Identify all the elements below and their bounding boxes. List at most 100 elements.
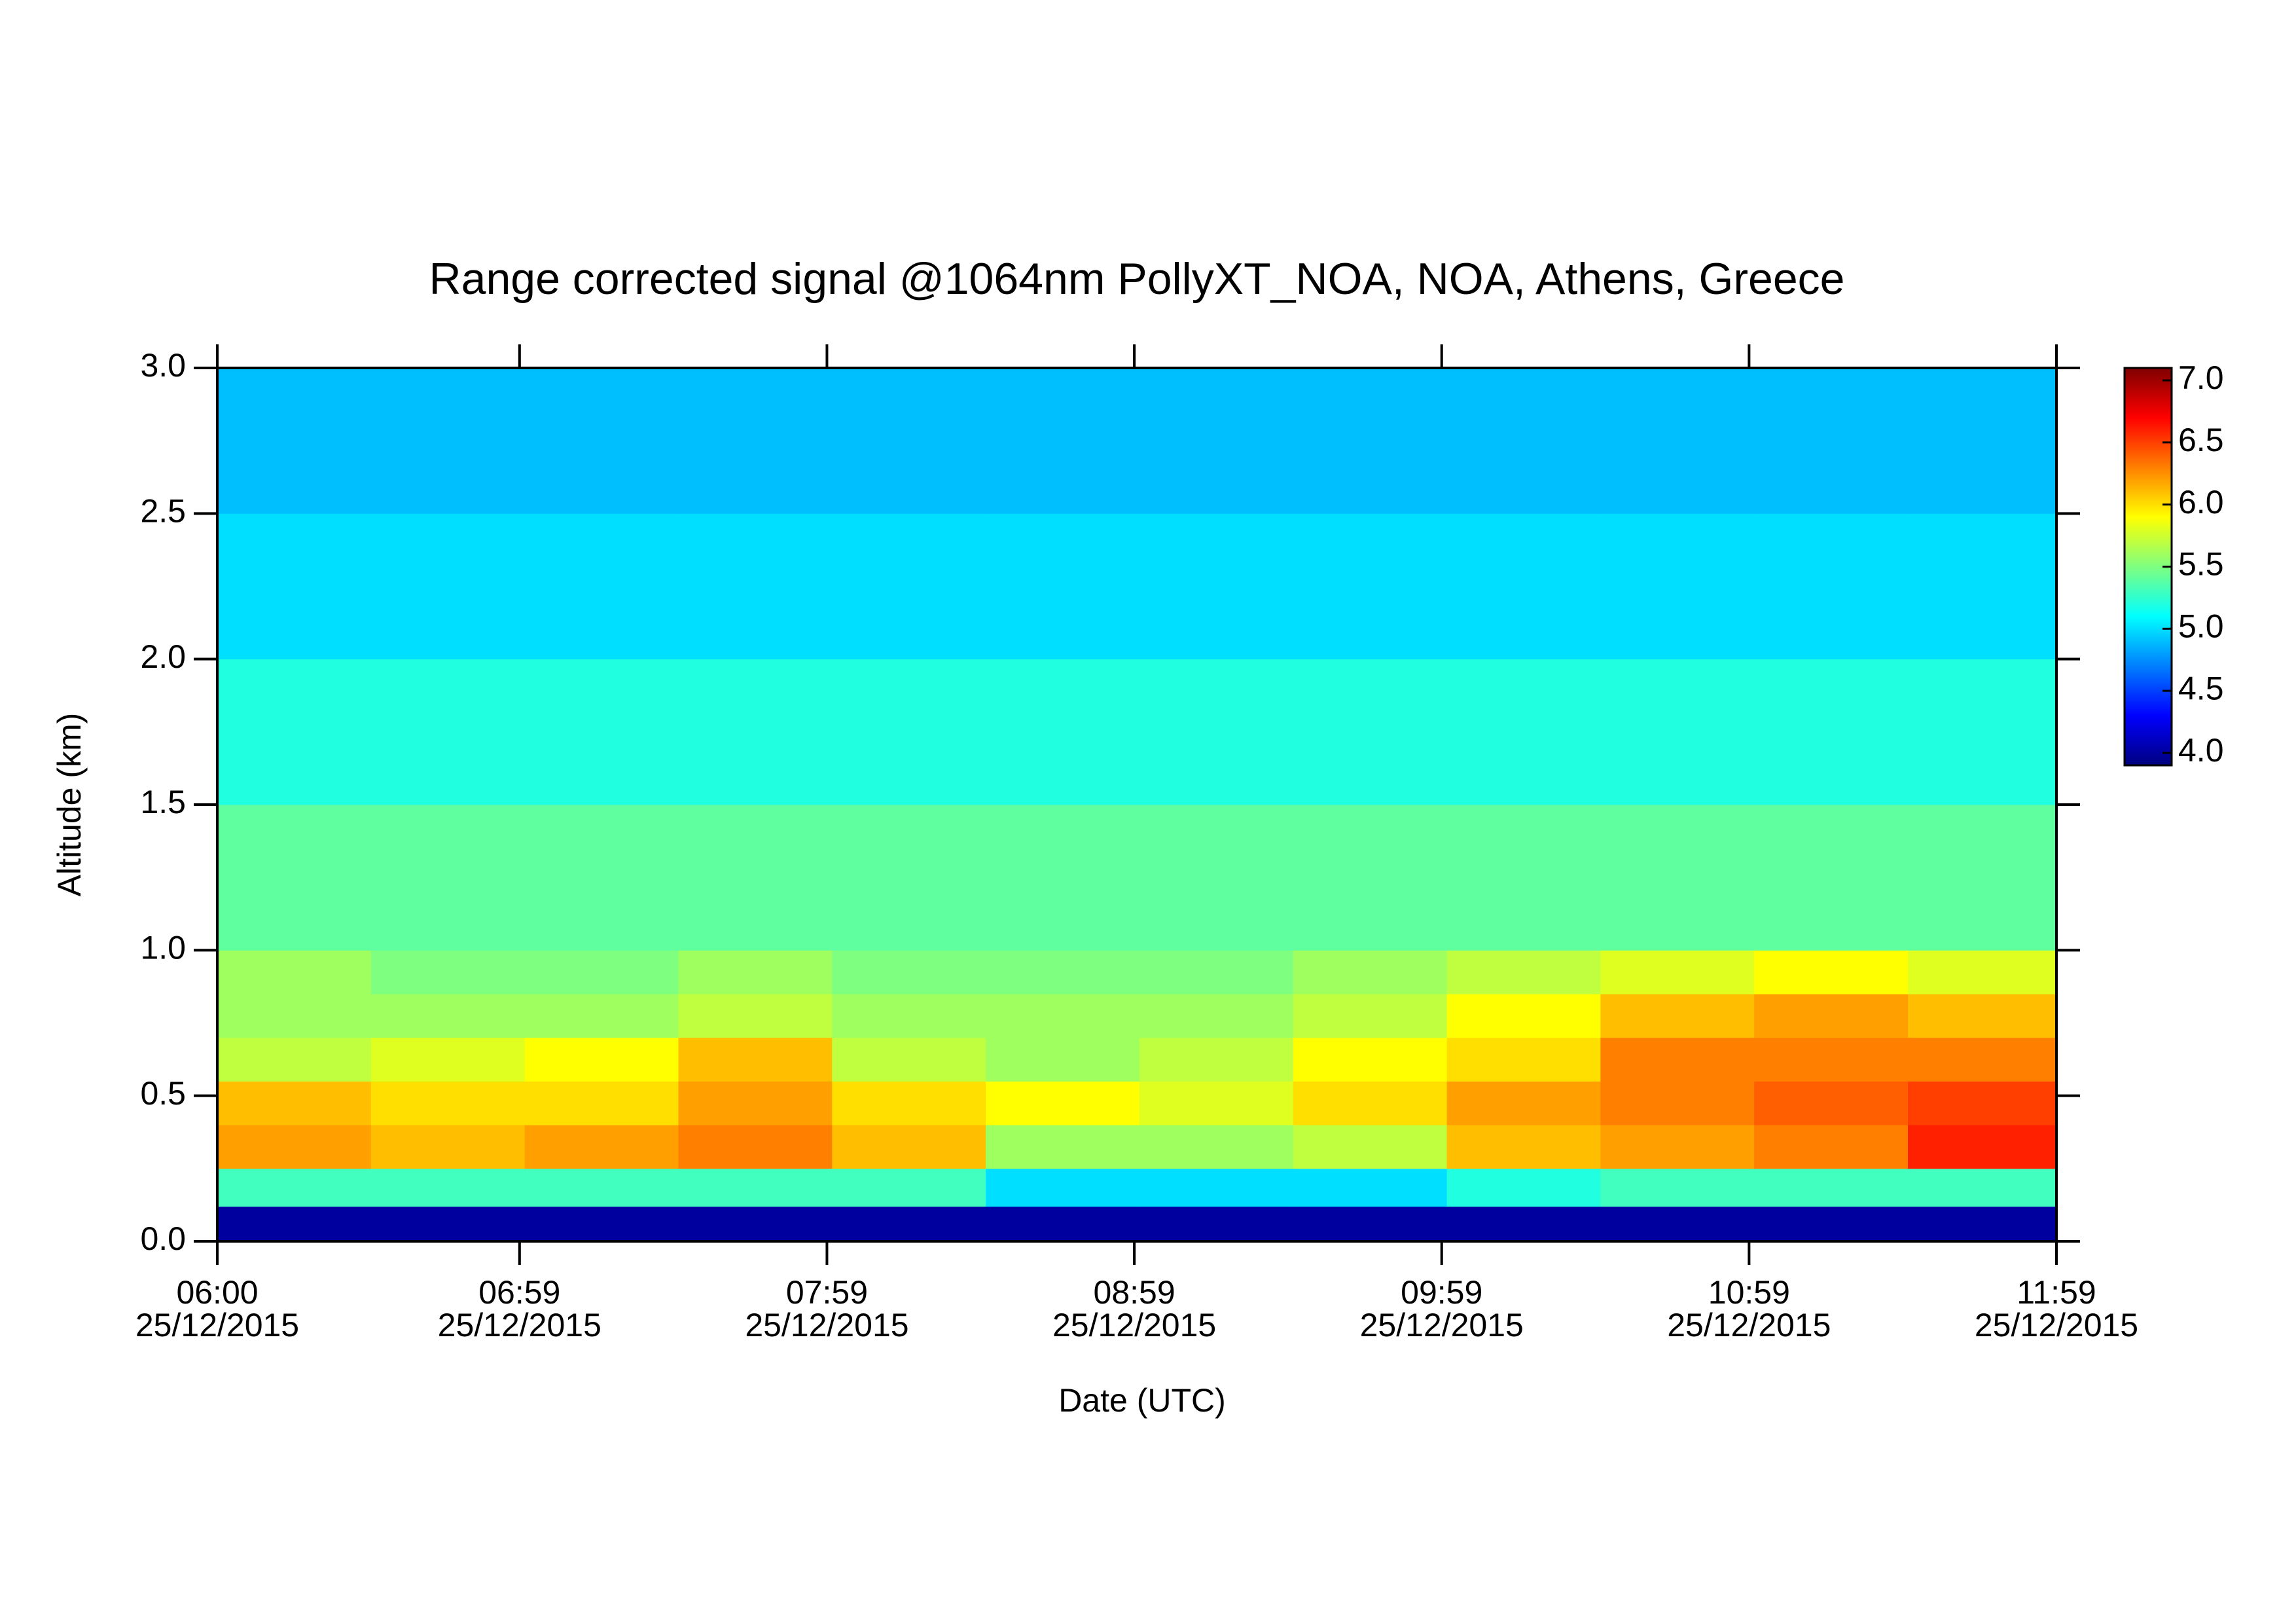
heatmap-cell — [1293, 805, 1448, 951]
heatmap-cell — [1139, 368, 1294, 514]
heatmap-cell — [370, 1037, 526, 1082]
heatmap-cell — [832, 805, 986, 951]
heatmap-cell — [678, 805, 833, 951]
heatmap-cell — [1754, 1125, 1909, 1169]
heatmap-cell — [1754, 1081, 1909, 1125]
heatmap-cell — [1446, 994, 1601, 1038]
heatmap-cell — [1908, 1206, 2057, 1242]
heatmap-cell — [524, 659, 679, 805]
y-tick-label: 2.0 — [140, 638, 186, 675]
heatmap-cell — [1139, 1125, 1294, 1169]
heatmap-cell — [832, 659, 986, 805]
heatmap-cell — [524, 513, 679, 660]
heatmap-cell — [1293, 1081, 1448, 1125]
heatmap-cell — [217, 513, 372, 660]
heatmap-cell — [1293, 994, 1448, 1038]
heatmap-cell — [370, 513, 526, 660]
heatmap-cell — [1908, 1125, 2057, 1169]
x-tick-label: 06:00 — [176, 1274, 258, 1311]
heatmap-cell — [217, 950, 372, 994]
heatmap-cell — [1754, 368, 1909, 514]
heatmap-cell — [832, 1206, 986, 1242]
heatmap-cell — [678, 513, 833, 660]
heatmap-cell — [1139, 950, 1294, 994]
heatmap-cell — [986, 950, 1140, 994]
x-tick-label: 25/12/2015 — [1052, 1307, 1216, 1343]
heatmap-cell — [217, 1125, 372, 1169]
heatmap-cell — [1600, 805, 1755, 951]
chart-title: Range corrected signal @1064nm PollyXT_N… — [429, 254, 1845, 304]
heatmap-cell — [1600, 368, 1755, 514]
heatmap-cell — [524, 1081, 679, 1125]
heatmap-cell — [1600, 1125, 1755, 1169]
heatmap-cell — [1139, 1081, 1294, 1125]
heatmap-cell — [370, 805, 526, 951]
colorbar-tick-label: 4.0 — [2178, 732, 2224, 769]
heatmap-cell — [1446, 1125, 1601, 1169]
heatmap-cell — [1600, 1206, 1755, 1242]
x-tick-label: 25/12/2015 — [1667, 1307, 1831, 1343]
heatmap-cell — [832, 368, 986, 514]
x-tick-label: 08:59 — [1094, 1274, 1175, 1311]
heatmap-cell — [1139, 1168, 1294, 1207]
heatmap-cell — [1754, 1037, 1909, 1082]
heatmap-cell — [986, 368, 1140, 514]
heatmap-cell — [832, 513, 986, 660]
heatmap-cell — [986, 1037, 1140, 1082]
heatmap-cell — [1754, 994, 1909, 1038]
heatmap-cell — [1139, 659, 1294, 805]
heatmap-cell — [1293, 659, 1448, 805]
heatmap-cell — [1446, 1037, 1601, 1082]
heatmap-cell — [1600, 1081, 1755, 1125]
heatmap-cell — [986, 805, 1140, 951]
heatmap-cell — [678, 1168, 833, 1207]
heatmap-cell — [370, 1125, 526, 1169]
heatmap-cell — [524, 1206, 679, 1242]
heatmap-cell — [678, 1206, 833, 1242]
heatmap-cell — [370, 1081, 526, 1125]
heatmap-cell — [1600, 1037, 1755, 1082]
heatmap-cell — [1600, 513, 1755, 660]
heatmap-cell — [370, 368, 526, 514]
heatmap-cell — [678, 659, 833, 805]
x-tick-label: 09:59 — [1401, 1274, 1482, 1311]
heatmap-cell — [370, 1168, 526, 1207]
heatmap-cell — [986, 1168, 1140, 1207]
heatmap-cell — [1754, 1206, 1909, 1242]
heatmap-cell — [217, 994, 372, 1038]
heatmap-cell — [1293, 513, 1448, 660]
heatmap-cell — [1446, 1081, 1601, 1125]
heatmap-cell — [524, 805, 679, 951]
heatmap-cell — [1754, 950, 1909, 994]
y-tick-label: 0.0 — [140, 1220, 186, 1257]
heatmap-cell — [1293, 1125, 1448, 1169]
x-tick-label: 25/12/2015 — [1360, 1307, 1524, 1343]
heatmap-cell — [1754, 513, 1909, 660]
colorbar-tick-label: 7.0 — [2178, 359, 2224, 396]
x-tick-label: 06:59 — [478, 1274, 560, 1311]
colorbar-tick-label: 4.5 — [2178, 670, 2224, 706]
heatmap-cell — [370, 994, 526, 1038]
x-tick-label: 11:59 — [2017, 1274, 2096, 1311]
heatmap-cell — [832, 1168, 986, 1207]
heatmap-cell — [1293, 1206, 1448, 1242]
heatmap-cell — [524, 994, 679, 1038]
heatmap-cell — [217, 1081, 372, 1125]
heatmap-cell — [678, 368, 833, 514]
heatmap-cell — [1293, 1037, 1448, 1082]
x-tick-label: 25/12/2015 — [135, 1307, 299, 1343]
heatmap-cell — [524, 1125, 679, 1169]
heatmap-cell — [1139, 1037, 1294, 1082]
heatmap-cell — [217, 1168, 372, 1207]
heatmap-cell — [1908, 368, 2057, 514]
heatmap-cell — [217, 1206, 372, 1242]
heatmap-cell — [524, 1037, 679, 1082]
heatmap-cell — [678, 1081, 833, 1125]
heatmap-cell — [1293, 950, 1448, 994]
x-tick-label: 25/12/2015 — [1975, 1307, 2138, 1343]
heatmap-cell — [1908, 950, 2057, 994]
colorbar-tick-label: 5.0 — [2178, 608, 2224, 645]
heatmap-cell — [1446, 659, 1601, 805]
